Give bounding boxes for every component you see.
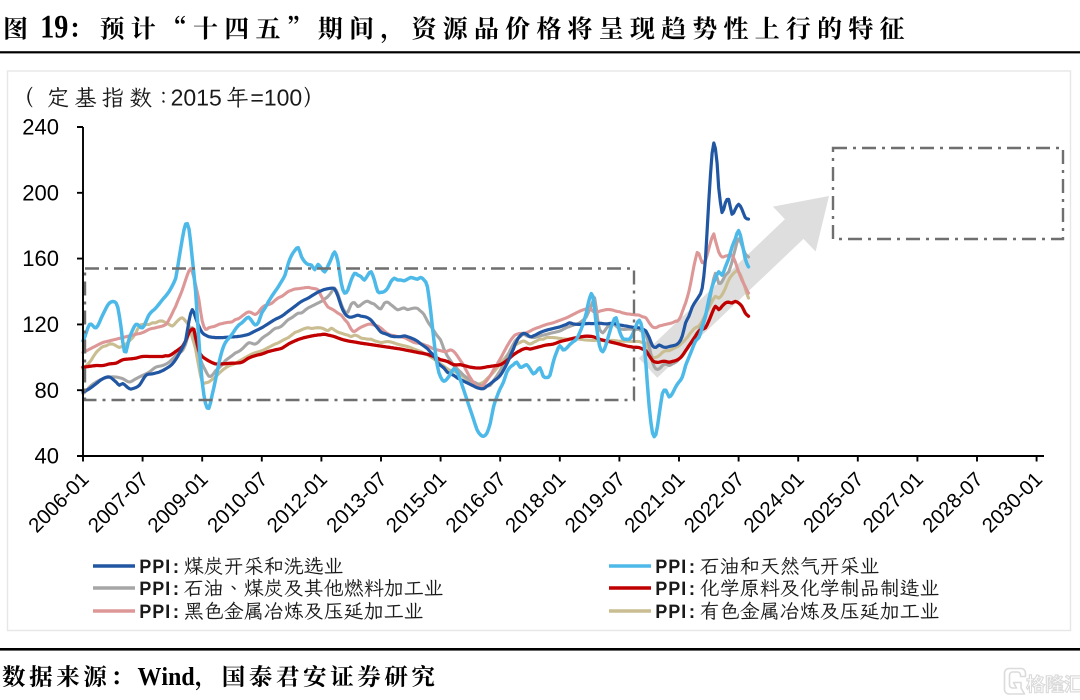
svg-text:240: 240 <box>22 115 59 140</box>
svg-text:200: 200 <box>22 180 59 205</box>
svg-text:160: 160 <box>22 246 59 271</box>
svg-text:40: 40 <box>35 444 59 469</box>
svg-text:120: 120 <box>22 312 59 337</box>
svg-text:80: 80 <box>35 378 59 403</box>
